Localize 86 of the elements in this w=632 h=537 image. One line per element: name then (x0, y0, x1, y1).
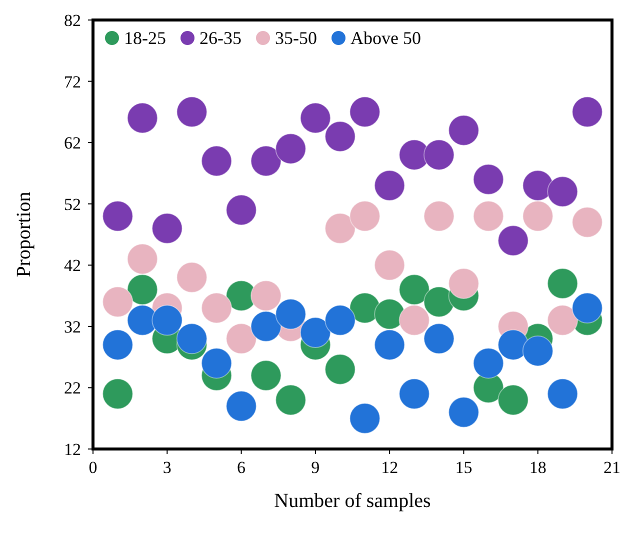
point (374, 298, 406, 330)
point (522, 170, 554, 201)
x-tick-label: 6 (237, 458, 246, 477)
point (448, 268, 480, 300)
point (448, 396, 480, 428)
point (547, 268, 578, 300)
x-axis-title: Number of samples (274, 490, 432, 512)
y-tick-label: 52 (64, 194, 81, 214)
point (374, 170, 406, 201)
point (126, 244, 158, 275)
point (324, 212, 356, 244)
point (250, 280, 282, 312)
point (498, 384, 529, 416)
point (176, 323, 208, 354)
x-tick-label: 0 (88, 458, 98, 477)
point (250, 145, 282, 176)
point (201, 348, 232, 379)
point (424, 286, 454, 318)
point (349, 200, 380, 232)
point (472, 348, 504, 379)
point (250, 310, 282, 342)
x-tick-label: 9 (311, 458, 320, 477)
point (572, 292, 603, 324)
point (547, 176, 578, 208)
point (374, 250, 406, 281)
point (176, 96, 208, 128)
point (349, 96, 380, 128)
point (201, 145, 232, 176)
y-tick-label: 12 (64, 440, 81, 459)
point (572, 96, 603, 128)
point (126, 102, 158, 134)
x-tick-label: 21 (604, 458, 620, 477)
point (102, 286, 134, 318)
legend-label: 18-25 (124, 28, 166, 48)
point (176, 262, 208, 293)
point (498, 225, 529, 256)
x-tick-label: 15 (455, 458, 472, 477)
point (102, 329, 134, 360)
point (324, 120, 356, 152)
x-tick-label: 3 (162, 458, 172, 477)
point (126, 274, 158, 306)
point (275, 384, 306, 416)
point (152, 304, 183, 336)
point (349, 402, 380, 434)
x-tick-label: 12 (381, 458, 398, 477)
point (472, 164, 504, 195)
point (522, 335, 554, 366)
point (226, 390, 257, 422)
point (424, 139, 454, 170)
y-tick-label: 82 (64, 11, 81, 30)
point (102, 200, 134, 232)
point (226, 194, 257, 226)
point (498, 329, 529, 360)
y-tick-label: 22 (64, 378, 81, 398)
point (547, 304, 578, 336)
point (572, 206, 603, 238)
legend-label: 35-50 (275, 28, 317, 48)
point (398, 378, 430, 410)
point (398, 304, 430, 336)
point (275, 298, 306, 330)
point (398, 274, 430, 306)
point (300, 102, 331, 134)
y-tick-label: 42 (64, 256, 81, 276)
point (102, 378, 134, 410)
legend-label: Above 50 (350, 28, 421, 48)
point (201, 292, 232, 324)
point (152, 212, 183, 244)
y-axis-title: Proportion (13, 192, 35, 278)
point (424, 323, 454, 354)
legend-label: 26-35 (200, 28, 242, 48)
point (547, 378, 578, 410)
point (324, 354, 356, 385)
y-tick-label: 72 (64, 72, 81, 92)
point (374, 329, 406, 360)
point (226, 323, 257, 354)
y-tick-label: 62 (64, 134, 81, 153)
point (522, 200, 554, 232)
x-tick-label: 18 (529, 458, 546, 477)
point (250, 360, 282, 391)
point (472, 200, 504, 232)
point (300, 317, 331, 348)
point (324, 304, 356, 336)
point (424, 200, 454, 232)
point (275, 133, 306, 164)
y-tick-label: 32 (64, 317, 81, 336)
point (448, 114, 480, 146)
